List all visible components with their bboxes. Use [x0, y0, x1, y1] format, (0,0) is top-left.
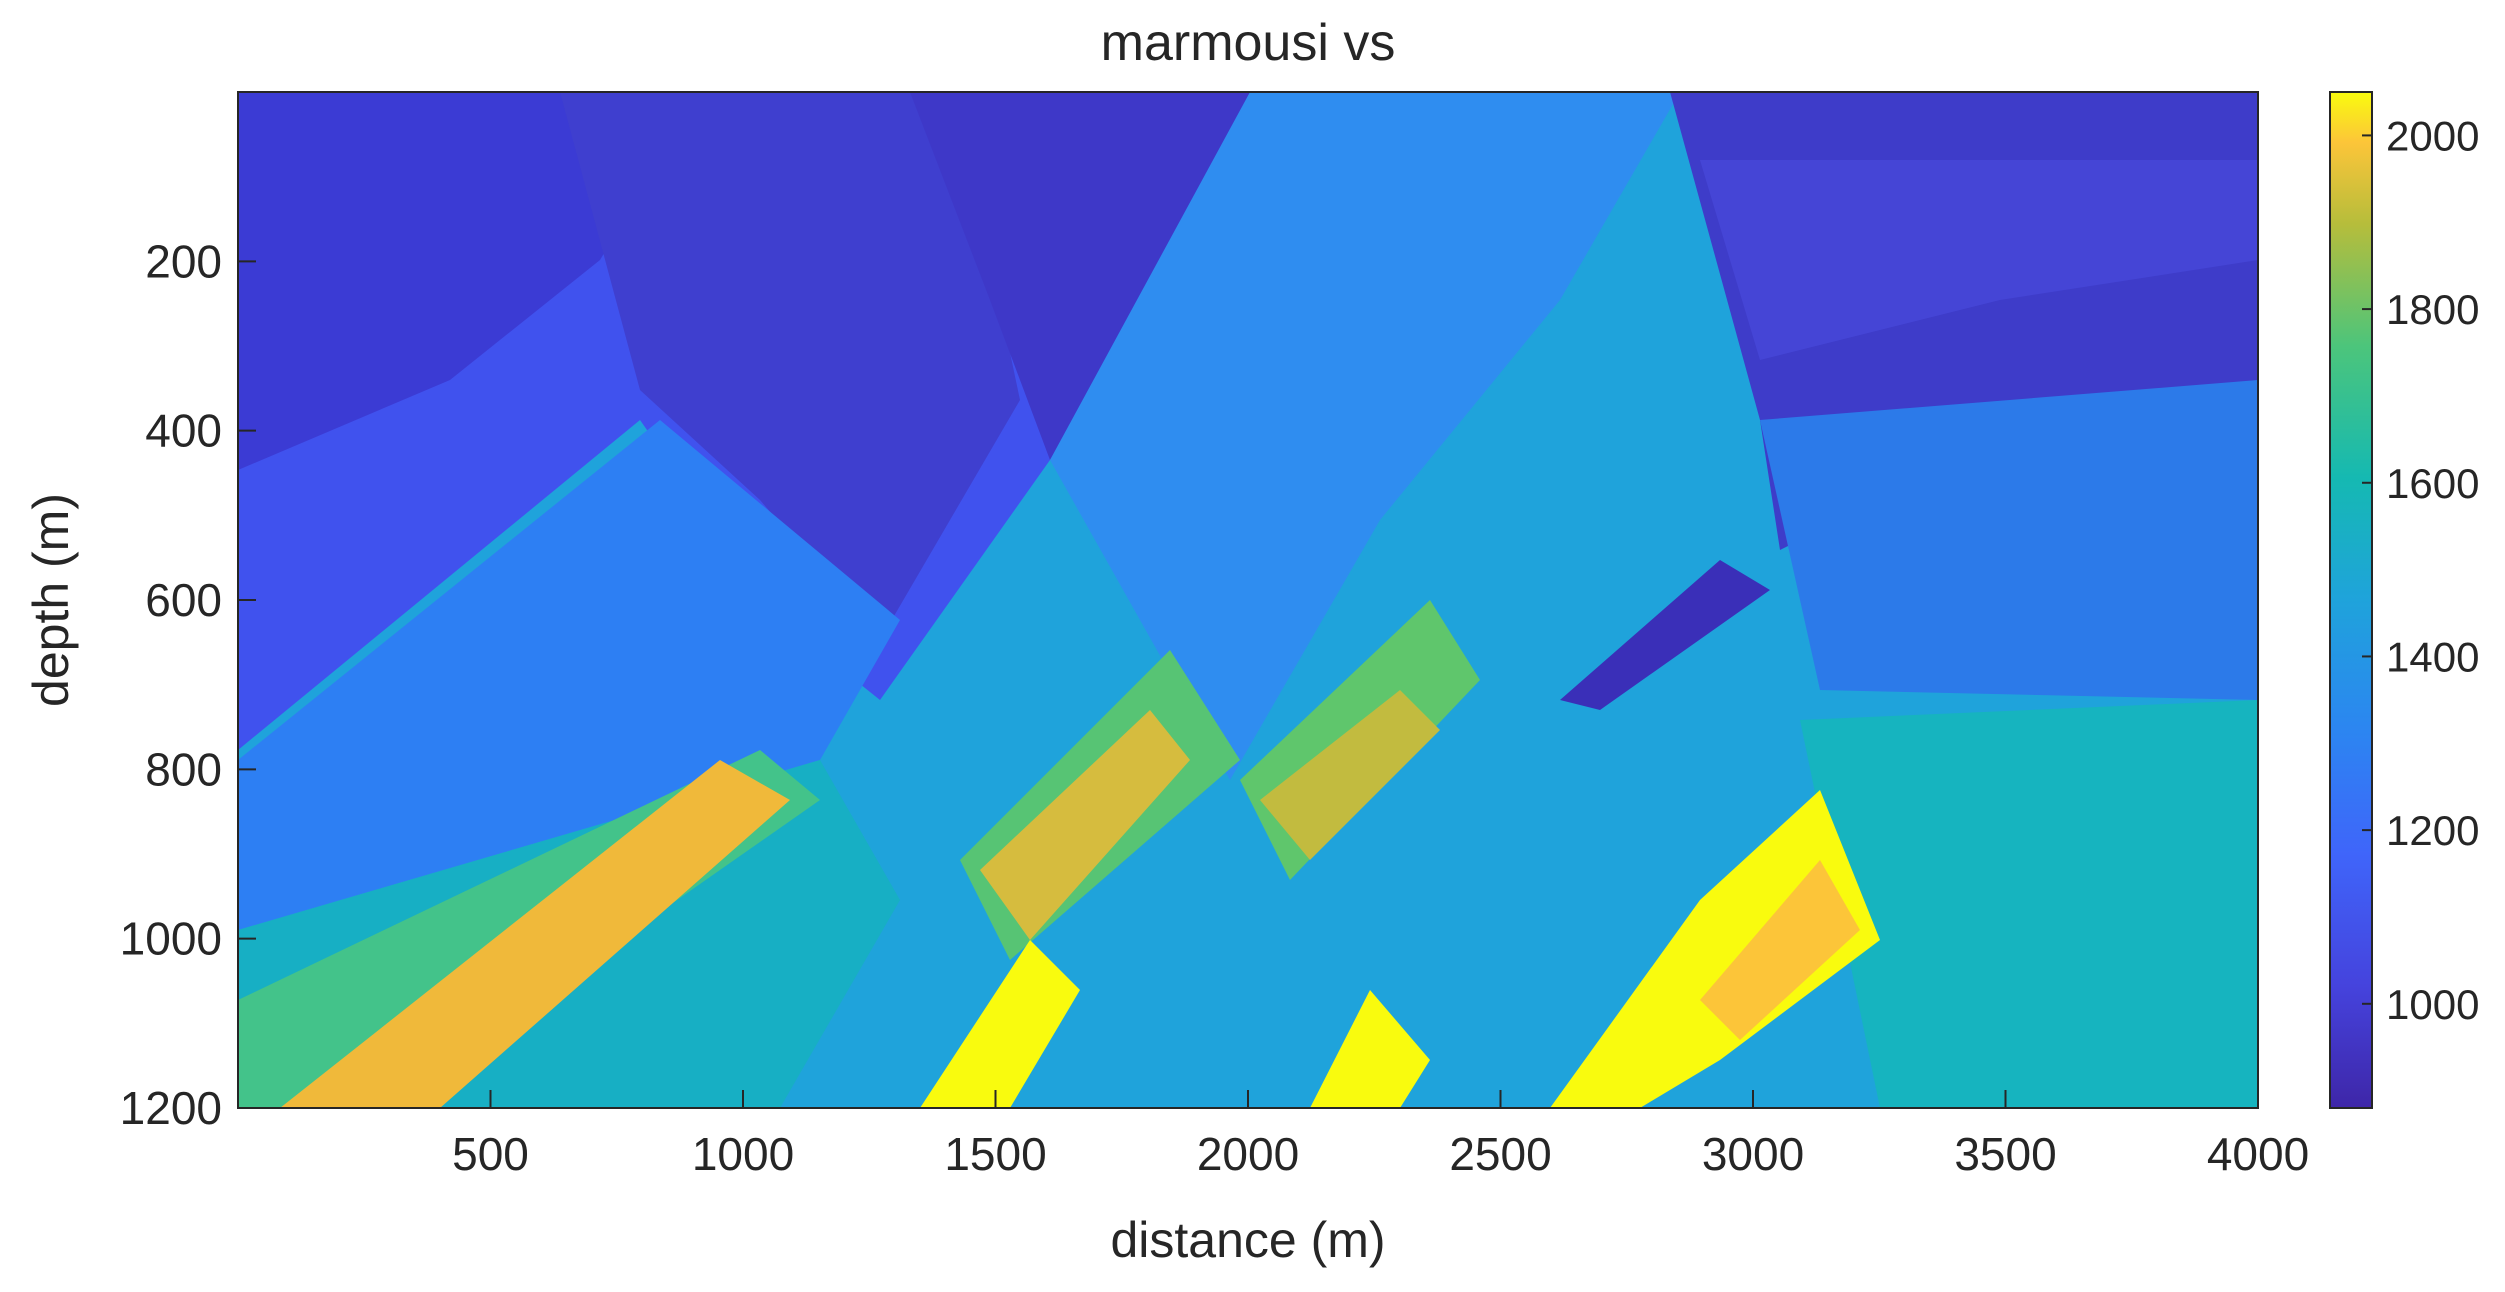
y-axis: 200 400 600 800 1000 1200: [120, 235, 256, 1134]
heatmap-region: [280, 760, 790, 1108]
y-tick-label: 1200: [120, 1082, 222, 1134]
chart-title: marmousi vs: [1101, 14, 1396, 72]
x-axis: 500 1000 1500 2000 2500 3000 3500 4000: [452, 1090, 2309, 1180]
x-tick-label: 1000: [692, 1128, 794, 1180]
x-axis-label: distance (m): [1110, 1212, 1385, 1268]
x-tick-label: 2000: [1197, 1128, 1299, 1180]
heatmap-region: [1760, 380, 2258, 700]
colorbar-tick-label: 1400: [2386, 633, 2479, 680]
x-tick-label: 3000: [1702, 1128, 1804, 1180]
y-tick-label: 200: [145, 235, 222, 287]
x-tick-label: 2500: [1449, 1128, 1551, 1180]
x-tick-label: 500: [452, 1128, 529, 1180]
x-tick-label: 4000: [2207, 1128, 2309, 1180]
heatmap-region: [1560, 560, 1770, 710]
colorbar-axis: 1000 1200 1400 1600 1800 2000: [2362, 112, 2479, 1028]
heatmap-region: [920, 940, 1080, 1108]
heatmap-region: [910, 92, 1290, 460]
heatmap-region: [1260, 690, 1440, 860]
y-axis-label: depth (m): [23, 493, 79, 707]
y-tick-label: 1000: [120, 913, 222, 965]
y-tick-label: 600: [145, 574, 222, 626]
colorbar-tick-label: 1200: [2386, 807, 2479, 854]
heatmap-region: [1310, 990, 1430, 1108]
heatmap-region: [238, 92, 700, 470]
heatmap-region: [1800, 700, 2258, 1108]
colorbar: [2329, 91, 2373, 1109]
y-tick-label: 800: [145, 743, 222, 795]
heatmap-region: [1550, 790, 1880, 1108]
heatmap-region: [238, 420, 900, 930]
heatmap-region: [1700, 860, 1860, 1040]
colorbar-tick-label: 2000: [2386, 112, 2479, 159]
colorbar-tick-label: 1600: [2386, 460, 2479, 507]
y-tick-label: 400: [145, 405, 222, 457]
x-tick-label: 1500: [944, 1128, 1046, 1180]
heatmap-region: [1050, 92, 1680, 780]
heatmap-region: [980, 710, 1190, 940]
velocity-heatmap: [238, 92, 2258, 1108]
colorbar-tick-label: 1800: [2386, 286, 2479, 333]
heatmap-region: [560, 92, 1020, 640]
heatmap-region: [1700, 160, 2258, 360]
x-tick-label: 3500: [1954, 1128, 2056, 1180]
colorbar-tick-label: 1000: [2386, 981, 2479, 1028]
